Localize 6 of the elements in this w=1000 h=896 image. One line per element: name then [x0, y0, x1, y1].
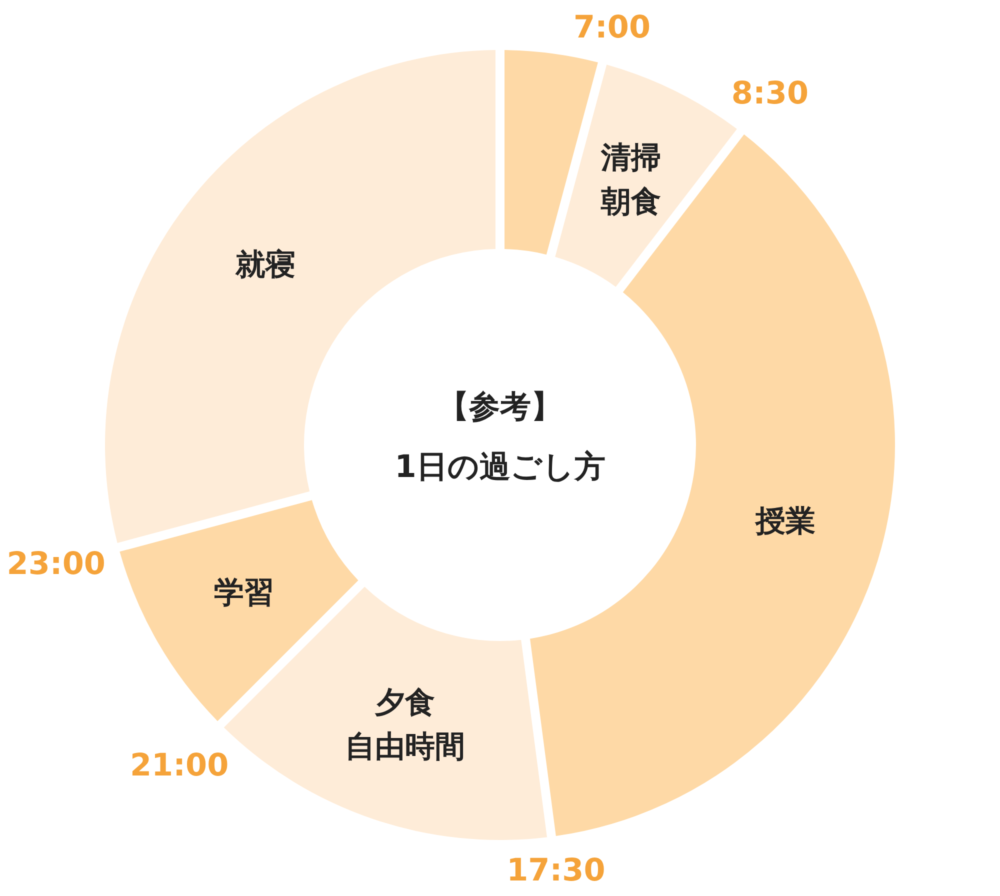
annotation: 17:30: [506, 852, 606, 889]
title: 【参考】 1日の過ごし方: [394, 389, 606, 485]
annotation: 23:00: [6, 546, 106, 582]
annotation: 8:30: [731, 75, 809, 112]
annotation: 21:00: [130, 748, 229, 784]
annotation: 7:00: [573, 9, 651, 46]
